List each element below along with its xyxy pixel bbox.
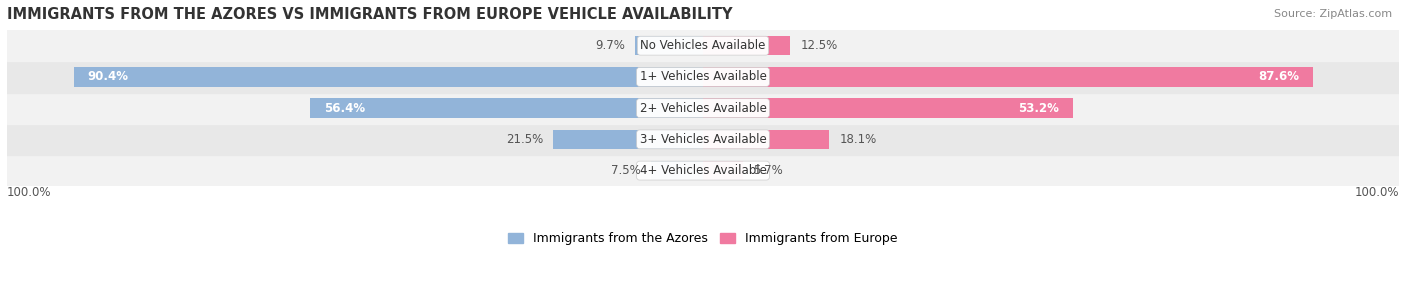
Bar [703,98,1073,118]
Text: 1+ Vehicles Available: 1+ Vehicles Available [640,70,766,84]
Text: IMMIGRANTS FROM THE AZORES VS IMMIGRANTS FROM EUROPE VEHICLE AVAILABILITY: IMMIGRANTS FROM THE AZORES VS IMMIGRANTS… [7,7,733,22]
Text: 100.0%: 100.0% [1354,186,1399,199]
Bar [703,161,742,180]
Bar [554,130,703,149]
Bar [636,36,703,55]
Text: 56.4%: 56.4% [325,102,366,115]
Text: 5.7%: 5.7% [754,164,783,177]
Text: 9.7%: 9.7% [595,39,626,52]
Text: 90.4%: 90.4% [87,70,129,84]
Text: 3+ Vehicles Available: 3+ Vehicles Available [640,133,766,146]
Text: 4+ Vehicles Available: 4+ Vehicles Available [640,164,766,177]
Bar [7,124,1399,155]
Text: No Vehicles Available: No Vehicles Available [640,39,766,52]
Bar [311,98,703,118]
Bar [7,92,1399,124]
Text: 7.5%: 7.5% [610,164,640,177]
Text: Source: ZipAtlas.com: Source: ZipAtlas.com [1274,9,1392,19]
Bar [73,67,703,87]
Text: 87.6%: 87.6% [1258,70,1299,84]
Bar [703,36,790,55]
Bar [7,61,1399,92]
Bar [703,130,830,149]
Bar [651,161,703,180]
Bar [7,155,1399,186]
Legend: Immigrants from the Azores, Immigrants from Europe: Immigrants from the Azores, Immigrants f… [503,227,903,250]
Bar [7,30,1399,61]
Text: 100.0%: 100.0% [7,186,52,199]
Text: 12.5%: 12.5% [800,39,838,52]
Text: 21.5%: 21.5% [506,133,543,146]
Text: 53.2%: 53.2% [1018,102,1059,115]
Text: 2+ Vehicles Available: 2+ Vehicles Available [640,102,766,115]
Text: 18.1%: 18.1% [839,133,877,146]
Bar [703,67,1313,87]
